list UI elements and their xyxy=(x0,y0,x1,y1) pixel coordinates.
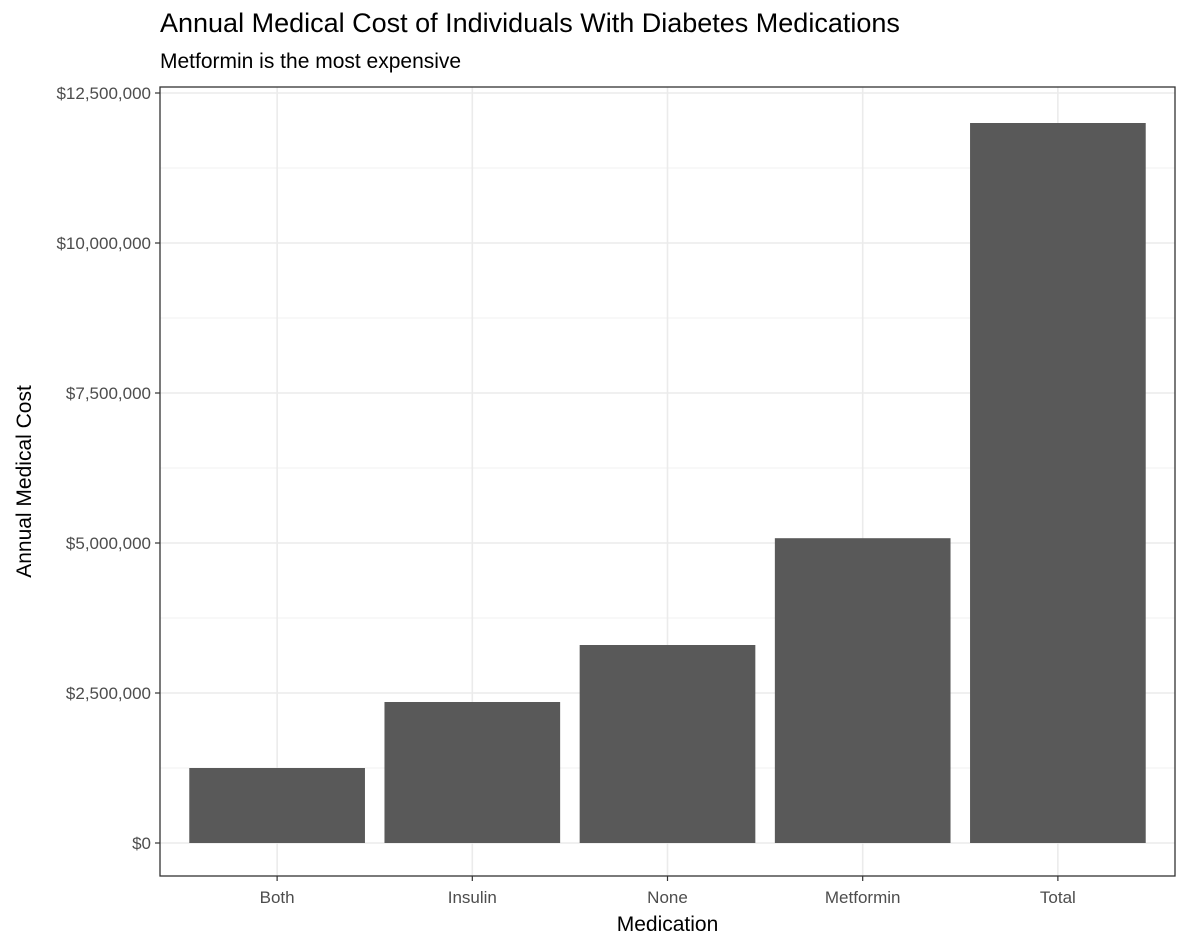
x-axis-ticks: Both Insulin None Metformin Total xyxy=(260,876,1076,907)
y-axis-title: Annual Medical Cost xyxy=(13,385,36,578)
x-tick-label: Total xyxy=(1040,888,1076,907)
y-tick-label: $7,500,000 xyxy=(66,384,151,403)
bars xyxy=(189,123,1146,843)
bar-metformin xyxy=(774,538,951,843)
y-tick-label: $10,000,000 xyxy=(56,234,151,253)
bar-total xyxy=(970,123,1146,843)
x-tick-label: Both xyxy=(260,888,295,907)
x-axis-title: Medication xyxy=(617,913,719,936)
y-tick-label: $12,500,000 xyxy=(56,84,151,103)
x-tick-label: None xyxy=(647,888,688,907)
bar-none xyxy=(579,645,756,843)
bar-insulin xyxy=(384,702,561,843)
chart-subtitle: Metformin is the most expensive xyxy=(160,50,462,73)
y-tick-label: $5,000,000 xyxy=(66,534,151,553)
x-tick-label: Metformin xyxy=(825,888,901,907)
y-axis-ticks: $0 $2,500,000 $5,000,000 $7,500,000 $10,000,… xyxy=(56,84,160,853)
bar-both xyxy=(189,768,365,843)
y-tick-label: $0 xyxy=(132,834,151,853)
y-tick-label: $2,500,000 xyxy=(66,684,151,703)
x-tick-label: Insulin xyxy=(448,888,497,907)
chart-title: Annual Medical Cost of Individuals With … xyxy=(160,8,900,38)
